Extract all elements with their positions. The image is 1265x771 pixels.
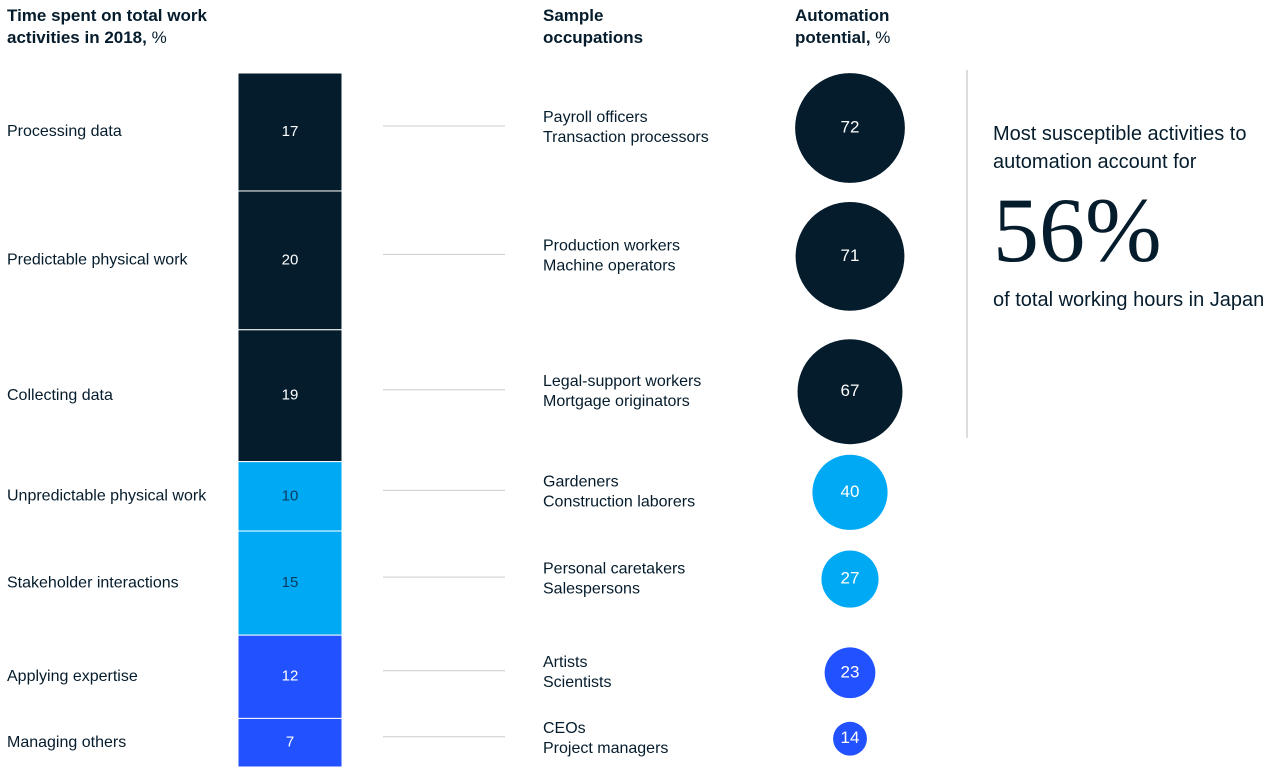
bubble-label: 71	[841, 246, 860, 265]
segment-label: 7	[286, 734, 294, 751]
occupation: Scientists	[543, 674, 611, 691]
category-label: Predictable physical work	[7, 252, 189, 269]
bubble-label: 72	[841, 117, 860, 136]
bubble	[795, 73, 905, 183]
bar-segment	[237, 190, 343, 331]
occupations-title: Sample occupations	[543, 6, 644, 47]
category-label: Unpredictable physical work	[7, 488, 207, 505]
bubble	[797, 339, 903, 445]
category-label: Collecting data	[7, 387, 113, 404]
bar-segment	[237, 530, 343, 636]
occupation: Mortgage originators	[543, 393, 690, 410]
automation-header: Automation potential, %	[795, 5, 935, 49]
automation-title: Automation potential,	[795, 6, 890, 47]
occupation: Transaction processors	[543, 129, 709, 146]
segment-label: 15	[282, 574, 299, 591]
bubble-label: 23	[841, 662, 860, 681]
bubble-label: 40	[841, 482, 860, 501]
callout-intro: Most susceptible activities to automatio…	[993, 123, 1247, 173]
callout-value: 56%	[993, 179, 1162, 281]
occupation: Construction laborers	[543, 494, 695, 511]
segment-label: 12	[282, 668, 299, 685]
category-label: Stakeholder interactions	[7, 574, 179, 591]
category-label: Managing others	[7, 734, 126, 751]
segment-label: 20	[282, 251, 299, 268]
occupation: Machine operators	[543, 258, 676, 275]
occupation: Salespersons	[543, 580, 640, 597]
title: Time spent on total work activities in 2…	[7, 6, 207, 47]
bubble	[812, 454, 888, 530]
bar-segment	[237, 461, 343, 532]
occupation: Gardeners	[543, 474, 619, 491]
title-unit: %	[151, 28, 167, 47]
bubble-label: 27	[841, 569, 860, 588]
bubble-label: 67	[841, 381, 860, 400]
occupation: Legal-support workers	[543, 373, 701, 390]
occupations-header: Sample occupations	[543, 5, 653, 49]
bubble-label: 14	[841, 728, 860, 747]
bubble	[821, 550, 879, 608]
bar-segment	[237, 717, 343, 768]
category-label: Applying expertise	[7, 668, 138, 685]
occupation: Production workers	[543, 238, 680, 255]
bar-segment	[237, 329, 343, 463]
occupation: Personal caretakers	[543, 560, 685, 577]
occupation: Project managers	[543, 740, 668, 757]
bubble	[833, 721, 867, 756]
bar-segment	[237, 72, 343, 192]
segment-label: 10	[282, 487, 299, 504]
category-label: Processing data	[7, 123, 122, 140]
bar-segment	[237, 634, 343, 719]
occupation: CEOs	[543, 720, 586, 737]
time-header: Time spent on total work activities in 2…	[7, 5, 257, 49]
callout-outro: of total working hours in Japan	[993, 289, 1265, 311]
occupation: Artists	[543, 654, 587, 671]
automation-unit: %	[875, 28, 891, 47]
bubble	[824, 647, 876, 699]
segment-label: 19	[282, 387, 299, 404]
bubble	[795, 201, 905, 311]
occupation: Payroll officers	[543, 109, 648, 126]
segment-label: 17	[282, 123, 299, 140]
callout: Most susceptible activities to automatio…	[993, 120, 1265, 314]
